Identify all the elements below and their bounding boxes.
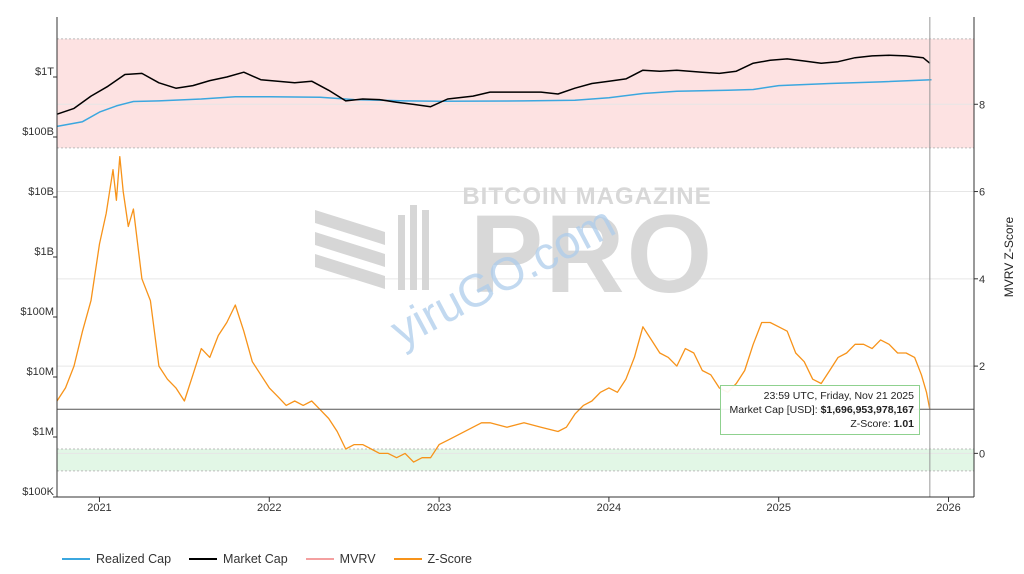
left-tick-label: $1T [35, 66, 54, 78]
series-line-z-score [56, 155, 931, 463]
left-tick-label: $10B [28, 186, 54, 198]
right-tick-label: 8 [979, 99, 985, 111]
right-tick-label: 4 [979, 274, 985, 286]
watermark-product: PRO [470, 193, 714, 316]
legend-label: Z-Score [427, 552, 472, 566]
right-tick-label: 6 [979, 187, 985, 199]
left-tick-label: $1M [33, 426, 54, 438]
left-tick-label: $10M [26, 366, 54, 378]
right-tick-label: 2 [979, 361, 985, 373]
legend-swatch [189, 558, 218, 560]
x-tick-label: 2026 [936, 502, 960, 514]
legend-item-market-cap[interactable]: Market Cap [189, 552, 288, 566]
legend-label: Market Cap [223, 552, 288, 566]
x-tick-label: 2022 [257, 502, 281, 514]
left-tick-label: $100K [22, 486, 54, 498]
legend-item-realized-cap[interactable]: Realized Cap [62, 552, 171, 566]
legend-swatch [62, 558, 90, 560]
legend-label: MVRV [339, 552, 376, 566]
tooltip-zscore-value: 1.01 [893, 418, 914, 430]
chart-legend: Realized Cap Market Cap MVRV Z-Score [62, 550, 490, 568]
tooltip-zscore-label: Z-Score: [850, 418, 891, 430]
watermark-logo-icon [315, 205, 429, 290]
x-tick-label: 2025 [766, 502, 790, 514]
overvalued-zone [57, 38, 974, 148]
legend-item-mvrv[interactable]: MVRV [305, 552, 376, 566]
legend-item-zscore[interactable]: Z-Score [393, 552, 472, 566]
x-tick-label: 2021 [87, 502, 111, 514]
x-tick-label: 2024 [597, 502, 621, 514]
undervalued-zone [57, 449, 974, 471]
tooltip-marketcap-label: Market Cap [USD]: [729, 404, 818, 416]
legend-swatch [305, 558, 334, 560]
tooltip-marketcap-value: $1,696,953,978,167 [820, 404, 914, 416]
tooltip-time: 23:59 UTC, Friday, Nov 21 2025 [763, 390, 914, 402]
legend-label: Realized Cap [96, 552, 172, 566]
right-tick-label: 0 [979, 448, 985, 460]
watermark: BITCOIN MAGAZINE PRO yiruGO.com [315, 183, 714, 356]
legend-swatch [393, 558, 422, 560]
x-tick-label: 2023 [427, 502, 451, 514]
watermark-brand: BITCOIN MAGAZINE [462, 183, 711, 210]
series-line-realized-cap [56, 78, 932, 128]
series-line-market-cap [56, 54, 931, 115]
hover-tooltip: 23:59 UTC, Friday, Nov 21 2025 Market Ca… [720, 385, 920, 435]
left-tick-label: $100B [22, 126, 54, 138]
left-tick-label: $1B [34, 246, 54, 258]
left-tick-label: $100M [20, 306, 54, 318]
right-axis-title: MVRV Z-Score [1002, 216, 1016, 297]
